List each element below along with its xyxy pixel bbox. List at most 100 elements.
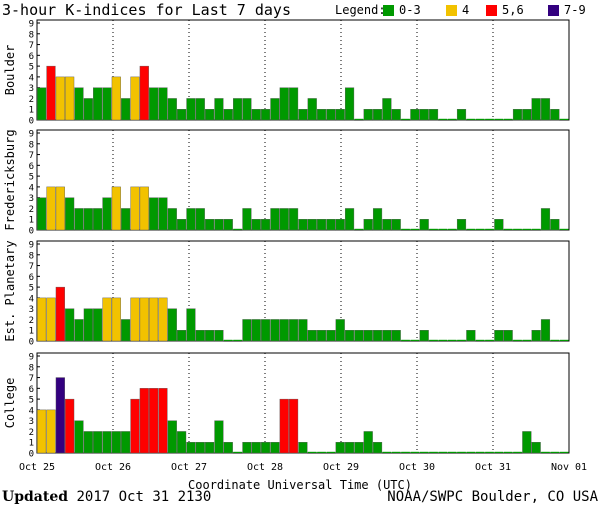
k-bar <box>335 219 345 231</box>
k-bar <box>270 442 280 454</box>
k-bar <box>46 65 56 121</box>
k-bar <box>102 431 112 454</box>
k-bar <box>456 219 467 231</box>
k-bar <box>195 330 205 342</box>
y-tick-label: 2 <box>29 205 34 215</box>
x-tick-label: Oct 29 <box>323 462 359 473</box>
k-bar <box>223 442 233 454</box>
k-bar <box>513 451 522 453</box>
k-bar <box>177 431 187 454</box>
legend-swatch-2 <box>486 5 497 16</box>
k-bar <box>111 297 121 342</box>
k-bar <box>298 109 308 121</box>
k-bar <box>382 98 392 121</box>
k-bar <box>83 208 93 231</box>
k-bar <box>111 431 121 454</box>
k-bar <box>494 451 504 453</box>
k-bar <box>372 109 383 121</box>
k-bar <box>522 228 532 230</box>
k-bar <box>223 109 233 121</box>
k-bar <box>410 228 420 230</box>
k-bar <box>83 308 93 342</box>
k-bar <box>149 388 159 454</box>
k-bar <box>289 208 299 231</box>
k-bar <box>158 297 168 342</box>
legend-item-2: 5,6 <box>502 3 524 17</box>
y-tick-label: 6 <box>29 385 34 395</box>
k-bar <box>513 339 522 341</box>
k-bar <box>344 330 355 342</box>
k-bar <box>354 118 364 120</box>
k-bar <box>223 219 233 231</box>
k-bar <box>335 442 345 454</box>
k-bar <box>205 109 215 121</box>
k-bar <box>485 228 494 230</box>
k-bar <box>186 208 196 231</box>
k-bar <box>102 87 112 121</box>
k-bar <box>205 219 215 231</box>
k-bar <box>279 398 289 454</box>
y-tick-label: 0 <box>29 450 34 460</box>
k-bar <box>457 339 466 341</box>
y-tick-label: 0 <box>29 338 34 348</box>
k-bar <box>456 109 467 121</box>
k-bar <box>214 420 224 454</box>
k-bar <box>335 109 345 121</box>
k-bar <box>401 118 410 120</box>
y-tick-label: 8 <box>29 363 34 373</box>
k-bar <box>186 442 196 454</box>
k-bar <box>149 87 159 121</box>
k-bar <box>550 339 560 341</box>
k-bar <box>186 98 196 121</box>
k-bar <box>466 451 476 453</box>
k-bar <box>214 98 224 121</box>
k-bar <box>363 330 373 342</box>
k-bar <box>55 76 65 121</box>
k-bar <box>139 388 149 454</box>
k-bar <box>167 208 177 231</box>
k-bar <box>410 451 420 453</box>
panel-name: College <box>3 378 17 429</box>
k-bar <box>83 431 93 454</box>
k-bar <box>214 219 224 231</box>
legend-swatch-1 <box>446 5 457 16</box>
k-bar <box>121 98 131 121</box>
y-tick-label: 6 <box>29 162 34 172</box>
k-bar <box>130 186 140 231</box>
y-tick-label: 8 <box>29 30 34 40</box>
k-bar <box>65 398 75 454</box>
k-bar <box>149 197 159 231</box>
y-tick-label: 0 <box>29 117 34 127</box>
k-bar <box>354 228 364 230</box>
k-bar <box>429 339 438 341</box>
y-tick-label: 1 <box>29 327 34 337</box>
k-bar <box>307 219 317 231</box>
k-bar <box>447 451 457 453</box>
legend-swatch-0 <box>383 5 394 16</box>
k-bar <box>401 451 410 453</box>
x-tick-label: Oct 25 <box>19 462 55 473</box>
k-bar <box>531 98 541 121</box>
k-bar <box>541 451 550 453</box>
k-bar <box>429 228 438 230</box>
k-bar <box>158 388 168 454</box>
k-bar <box>55 286 65 342</box>
k-bar <box>372 330 383 342</box>
k-bar <box>344 442 355 454</box>
k-bar <box>242 98 252 121</box>
k-bar <box>298 442 308 454</box>
y-tick-label: 3 <box>29 305 34 315</box>
k-bar <box>531 330 541 342</box>
y-tick-label: 5 <box>29 396 34 406</box>
k-bar <box>74 87 84 121</box>
k-bar <box>559 339 569 341</box>
k-bar <box>93 87 103 121</box>
k-bar <box>279 87 289 121</box>
k-bar <box>391 219 401 231</box>
y-tick-label: 3 <box>29 194 34 204</box>
k-bar <box>195 442 205 454</box>
k-bar <box>139 297 149 342</box>
